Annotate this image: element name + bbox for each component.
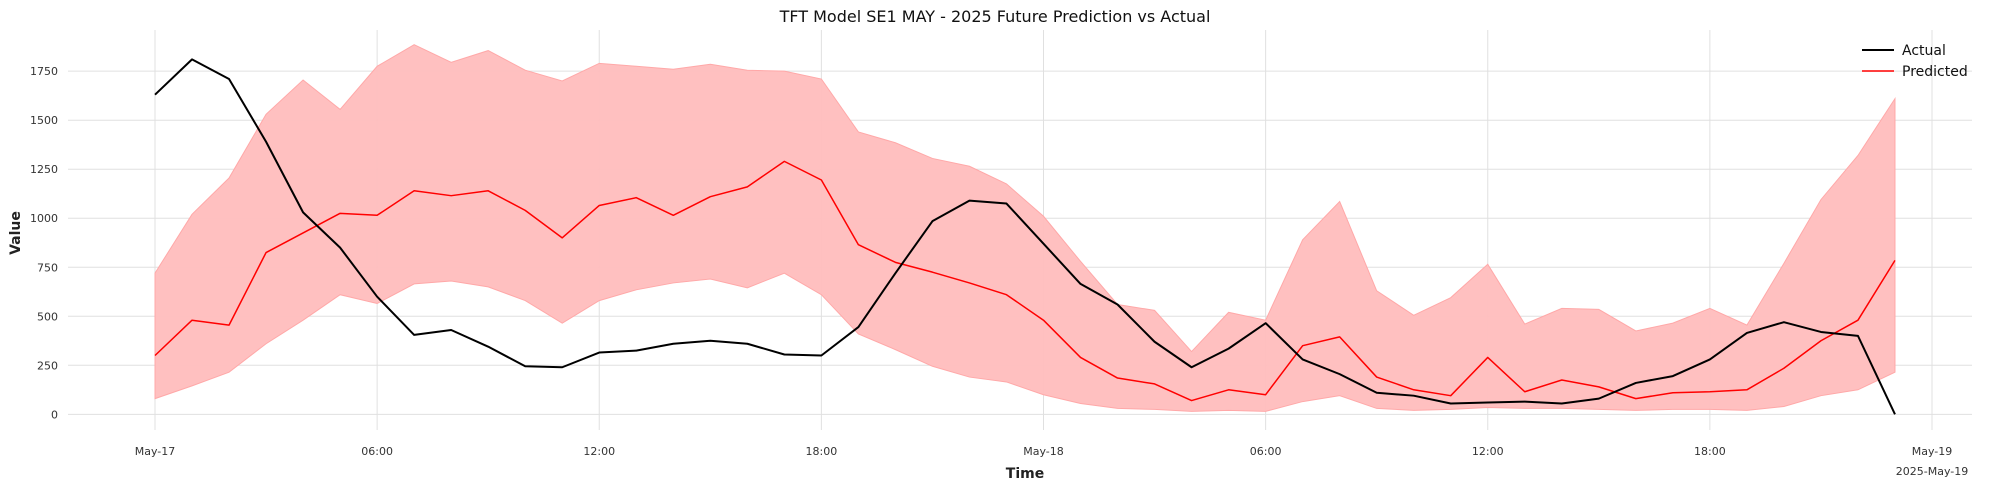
- y-tick-label: 1500: [30, 114, 58, 127]
- y-tick-label: 1750: [30, 65, 58, 78]
- y-tick-label: 500: [37, 310, 58, 323]
- y-axis-label: Value: [8, 211, 24, 255]
- x-tick-label: 12:00: [1472, 445, 1504, 458]
- x-tick-label: 18:00: [1694, 445, 1726, 458]
- series-line-actual: [154, 58, 1896, 415]
- legend-label-actual: Actual: [1902, 43, 1946, 59]
- x-tick-label: 12:00: [583, 445, 615, 458]
- y-tick-label: 1000: [30, 212, 58, 225]
- x-tick-label: 06:00: [361, 445, 393, 458]
- y-tick-label: 250: [37, 359, 58, 372]
- legend: Actual Predicted: [1862, 43, 1968, 80]
- y-tick-label: 1250: [30, 163, 58, 176]
- prediction-interval-band: [154, 44, 1896, 412]
- chart-title: TFT Model SE1 MAY - 2025 Future Predicti…: [779, 7, 1211, 26]
- x-tick-label: 18:00: [806, 445, 838, 458]
- y-tick-label: 750: [37, 261, 58, 274]
- series-line-predicted: [154, 160, 1896, 402]
- prediction-band-area: [154, 44, 1896, 412]
- x-axis-label: Time: [1006, 466, 1044, 482]
- x-tick-label: May-19: [1912, 445, 1953, 458]
- x-axis-ticks: May-17 06:00 12:00 18:00 May-18 06:00 12:00 18:…: [135, 445, 1953, 458]
- x-axis-offset-label: 2025-May-19: [1896, 465, 1968, 478]
- y-axis-ticks: 0 250 500 750 1000 1250 1500 1750: [30, 65, 58, 421]
- legend-label-predicted: Predicted: [1902, 64, 1968, 80]
- y-tick-label: 0: [51, 408, 58, 421]
- x-tick-label: 06:00: [1250, 445, 1282, 458]
- series-lines: [154, 58, 1896, 415]
- x-tick-label: May-17: [135, 445, 176, 458]
- x-tick-label: May-18: [1023, 445, 1064, 458]
